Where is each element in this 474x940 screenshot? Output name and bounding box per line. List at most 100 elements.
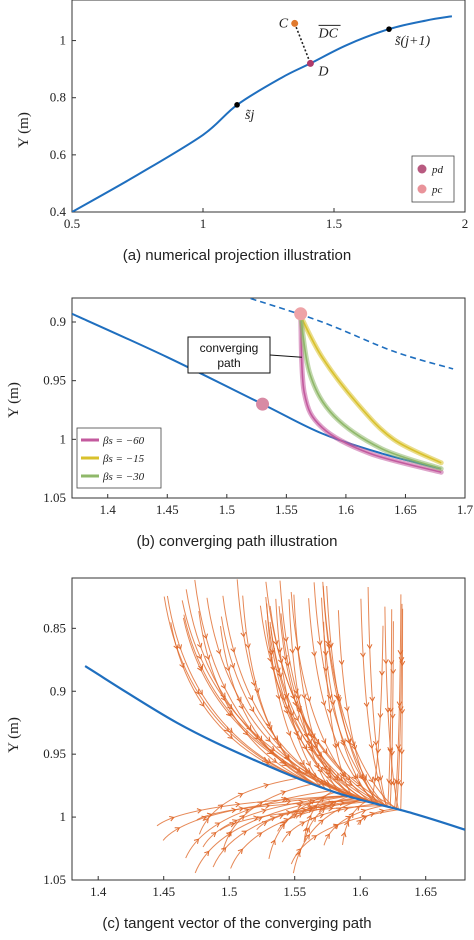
tangent-arrowhead <box>311 804 317 811</box>
x-tick-label: 1.65 <box>394 502 417 517</box>
tangent-arrowhead <box>301 693 307 700</box>
tangent-arrowhead <box>293 730 299 737</box>
annotation-line-2: path <box>217 356 240 370</box>
legend-label: pd <box>431 164 444 176</box>
y-tick-label: 0.85 <box>43 620 66 635</box>
panel-b-frame <box>71 297 466 499</box>
tangent-streamline <box>194 579 325 789</box>
tangent-streamline <box>342 800 368 845</box>
tangent-arrowhead <box>305 761 311 767</box>
tangent-arrowhead <box>199 701 205 707</box>
tangent-arrowhead <box>176 644 182 650</box>
tangent-arrowhead <box>280 790 287 796</box>
tangent-arrowhead <box>322 650 329 657</box>
y-tick-label: 1.05 <box>43 490 66 505</box>
tangent-arrowhead <box>305 767 311 773</box>
tangent-arrowhead <box>237 848 244 854</box>
panel-b-ylabel: Y (m) <box>6 382 22 418</box>
panel-a-frame <box>71 0 466 213</box>
y-tick-label: 1.05 <box>43 872 66 887</box>
tangent-arrowhead <box>299 760 305 766</box>
tangent-streamline <box>270 626 389 808</box>
tangent-streamline <box>183 614 393 809</box>
tangent-arrowhead <box>361 775 367 782</box>
x-tick-label: 1.5 <box>221 884 237 899</box>
tangent-streamline <box>212 797 357 868</box>
tangent-arrowhead <box>243 808 250 814</box>
tangent-arrowhead <box>386 778 392 784</box>
tangent-arrowhead <box>335 694 341 701</box>
tangent-arrowhead <box>336 697 342 703</box>
tangent-streamline <box>279 580 354 798</box>
y-tick-label: 0.9 <box>50 314 66 329</box>
legend-label: pc <box>431 184 443 196</box>
tangent-arrowhead <box>169 816 175 822</box>
tangent-arrowhead <box>285 830 292 837</box>
tangent-arrowhead <box>201 815 207 822</box>
reference-path <box>84 665 465 831</box>
tangent-arrowhead <box>242 730 249 736</box>
tangent-arrowhead <box>322 748 328 754</box>
legend-label: βs = −30 <box>102 471 145 483</box>
tangent-arrowhead <box>344 821 350 827</box>
point-label-D: D <box>317 64 328 79</box>
x-tick-label: 1.45 <box>156 502 179 517</box>
tangent-arrowhead <box>345 738 351 745</box>
tangent-arrowhead <box>345 815 351 821</box>
tangent-arrowhead <box>341 771 347 778</box>
tangent-arrowhead <box>307 806 314 812</box>
tangent-streamline <box>222 595 351 797</box>
x-tick-label: 1.6 <box>338 502 355 517</box>
panel-b-caption: (b) converging path illustration <box>137 533 338 550</box>
tangent-streamline <box>394 594 402 809</box>
reference-path <box>72 15 453 212</box>
tangent-arrowhead <box>295 694 301 700</box>
annotation-box <box>187 336 271 374</box>
tangent-arrowhead <box>271 757 278 763</box>
tangent-arrowhead <box>204 850 210 857</box>
tangent-arrowhead <box>238 806 245 812</box>
tangent-arrowhead <box>328 800 334 806</box>
point-label-C: C <box>279 16 289 31</box>
annotation-arrow <box>269 354 302 358</box>
tangent-arrowhead <box>369 811 376 818</box>
tangent-streamline <box>220 626 317 786</box>
y-tick-label: 1 <box>60 809 67 824</box>
tangent-arrowhead <box>237 792 244 798</box>
tangent-arrowhead <box>314 763 320 769</box>
tangent-arrowhead <box>398 781 405 787</box>
tangent-arrowhead <box>302 826 309 833</box>
tangent-vector-field <box>156 579 406 874</box>
tangent-streamline <box>265 596 348 797</box>
annotation-line-1: converging <box>200 341 259 355</box>
tangent-arrowhead <box>262 756 268 762</box>
tangent-arrowhead <box>354 805 361 811</box>
tangent-arrowhead <box>284 661 291 667</box>
tangent-arrowhead <box>289 648 296 654</box>
tangent-arrowhead <box>221 847 227 853</box>
tangent-arrowhead <box>396 747 403 753</box>
tangent-arrowhead <box>395 779 402 786</box>
tangent-arrowhead <box>246 725 252 731</box>
tangent-arrowhead <box>311 835 318 841</box>
tangent-arrowhead <box>225 665 231 672</box>
y-tick-label: 0.4 <box>50 204 67 219</box>
dc-vector-label: DC <box>318 26 339 41</box>
tangent-arrowhead <box>330 802 336 809</box>
tangent-streamline <box>337 610 378 804</box>
tangent-arrowhead <box>229 662 236 669</box>
panel-c: 1.4 1.45 1.5 1.55 1.6 1.65 0.85 0.9 0.95 1 1.05 Y … <box>6 577 466 932</box>
tangent-arrowhead <box>296 735 302 741</box>
tangent-arrowhead <box>196 654 202 660</box>
tangent-arrowhead <box>373 740 379 746</box>
tangent-arrowhead <box>263 783 270 789</box>
tangent-arrowhead <box>236 696 242 703</box>
x-tick-label: 1 <box>200 216 207 231</box>
panel-c-ylabel: Y (m) <box>6 717 22 753</box>
x-tick-label: 1.7 <box>457 502 474 517</box>
tangent-streamline <box>357 808 396 826</box>
tangent-arrowhead <box>284 754 290 760</box>
tangent-arrowhead <box>261 808 267 814</box>
tangent-arrowhead <box>293 715 299 722</box>
tangent-arrowhead <box>322 780 329 786</box>
